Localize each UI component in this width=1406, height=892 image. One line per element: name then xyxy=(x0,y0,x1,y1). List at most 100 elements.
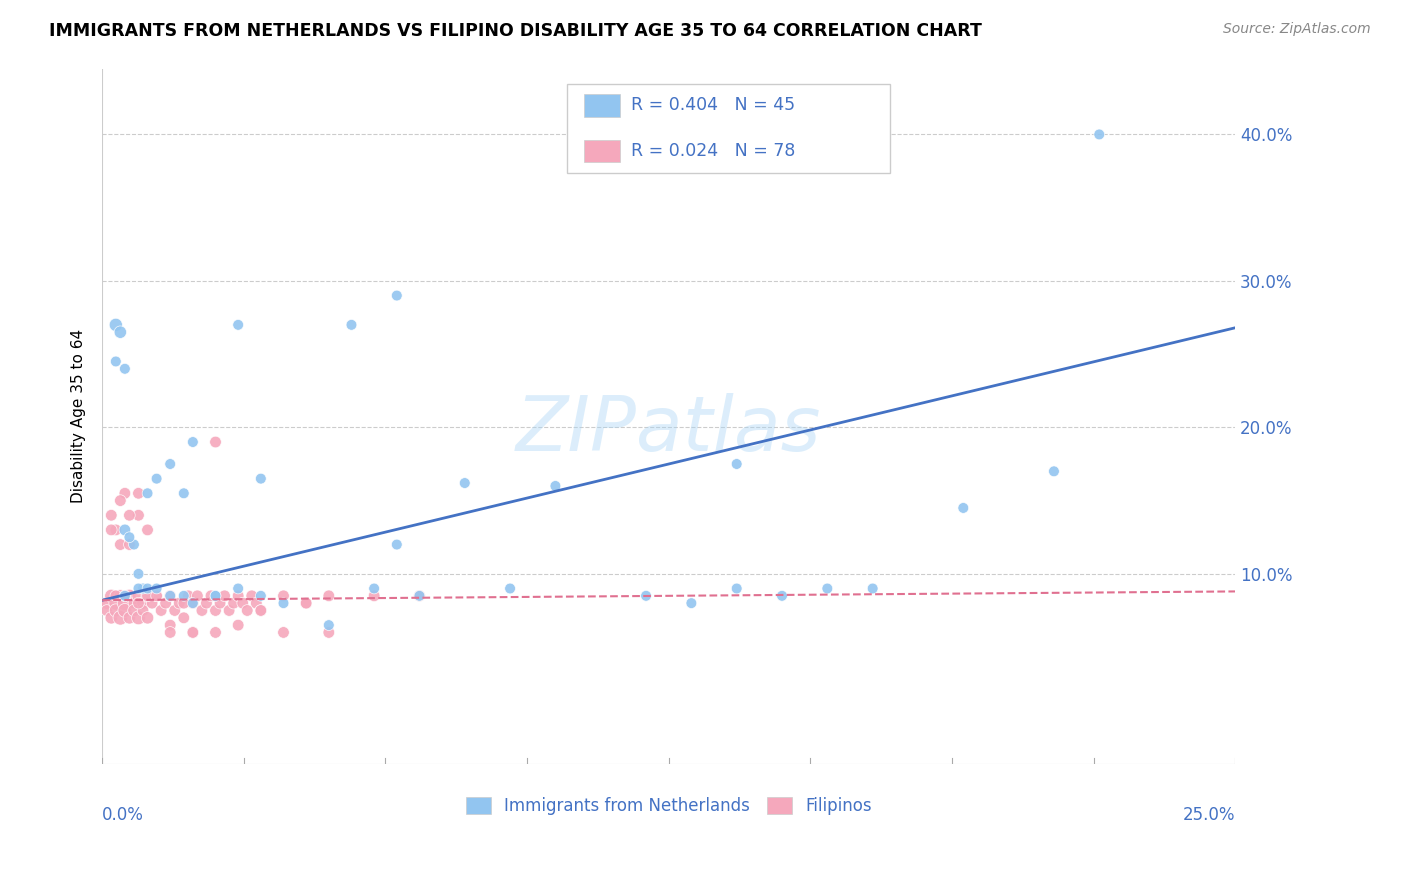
Y-axis label: Disability Age 35 to 64: Disability Age 35 to 64 xyxy=(72,329,86,503)
Point xyxy=(118,508,141,523)
Point xyxy=(191,603,214,617)
Point xyxy=(181,625,204,640)
Text: 0.0%: 0.0% xyxy=(103,806,143,824)
Point xyxy=(159,589,181,603)
Point xyxy=(222,596,245,610)
Point xyxy=(273,596,295,610)
Point xyxy=(104,523,127,537)
Point xyxy=(127,611,149,625)
Point xyxy=(127,582,149,596)
Point xyxy=(245,596,267,610)
Point xyxy=(1043,464,1066,478)
Point xyxy=(110,589,132,603)
Point xyxy=(209,596,232,610)
Point xyxy=(173,611,195,625)
Point xyxy=(250,589,273,603)
Point xyxy=(155,596,177,610)
Point xyxy=(132,603,155,617)
Point xyxy=(114,486,136,500)
Point xyxy=(204,589,226,603)
Point xyxy=(318,589,340,603)
Point xyxy=(1088,128,1111,142)
Point xyxy=(127,596,149,610)
Point xyxy=(110,537,132,551)
Point xyxy=(110,325,132,339)
Point xyxy=(363,582,385,596)
Point xyxy=(544,479,567,493)
Point xyxy=(96,596,118,610)
Text: ZIPatlas: ZIPatlas xyxy=(516,393,821,467)
Point xyxy=(204,589,226,603)
Point xyxy=(136,582,159,596)
Point xyxy=(110,493,132,508)
Point xyxy=(385,537,408,551)
Text: Source: ZipAtlas.com: Source: ZipAtlas.com xyxy=(1223,22,1371,37)
Point xyxy=(226,618,249,632)
Point xyxy=(385,288,408,302)
Point xyxy=(181,435,204,450)
Point xyxy=(226,318,249,332)
Point xyxy=(770,589,793,603)
Point xyxy=(136,589,159,603)
Point xyxy=(725,457,748,471)
Point xyxy=(634,589,657,603)
Point xyxy=(408,589,430,603)
Point xyxy=(114,596,136,610)
Point xyxy=(100,611,122,625)
Point xyxy=(226,582,249,596)
Point xyxy=(145,582,167,596)
Point xyxy=(145,472,167,486)
Point xyxy=(173,596,195,610)
Point xyxy=(340,318,363,332)
Point xyxy=(173,486,195,500)
Point xyxy=(159,589,181,603)
Point xyxy=(295,596,318,610)
Point xyxy=(815,582,838,596)
Point xyxy=(132,582,155,596)
Legend: Immigrants from Netherlands, Filipinos: Immigrants from Netherlands, Filipinos xyxy=(460,790,879,822)
Point xyxy=(454,476,477,491)
Point xyxy=(127,589,149,603)
Point xyxy=(96,603,118,617)
Point xyxy=(167,596,190,610)
Point xyxy=(104,589,127,603)
FancyBboxPatch shape xyxy=(583,140,620,162)
Point xyxy=(273,589,295,603)
Point xyxy=(145,589,167,603)
Point xyxy=(236,603,259,617)
Point xyxy=(163,603,186,617)
Point xyxy=(159,625,181,640)
Point xyxy=(862,582,884,596)
Point xyxy=(122,603,145,617)
Point xyxy=(114,589,136,603)
Point xyxy=(250,472,273,486)
Point xyxy=(240,589,263,603)
Point xyxy=(318,618,340,632)
Text: R = 0.024   N = 78: R = 0.024 N = 78 xyxy=(631,143,796,161)
Point xyxy=(214,589,236,603)
Point xyxy=(408,589,430,603)
Point xyxy=(681,596,703,610)
Point xyxy=(150,603,173,617)
Point xyxy=(100,508,122,523)
Point xyxy=(122,537,145,551)
FancyBboxPatch shape xyxy=(583,95,620,117)
Point xyxy=(218,603,240,617)
Point xyxy=(104,603,127,617)
Point xyxy=(200,589,222,603)
Point xyxy=(204,435,226,450)
Point xyxy=(114,603,136,617)
Point xyxy=(195,596,218,610)
Point xyxy=(136,611,159,625)
Point xyxy=(145,589,167,603)
Point xyxy=(181,596,204,610)
Point xyxy=(100,589,122,603)
Text: 25.0%: 25.0% xyxy=(1182,806,1236,824)
Point xyxy=(952,500,974,515)
Point xyxy=(250,603,273,617)
Point xyxy=(186,589,208,603)
Point xyxy=(181,625,204,640)
Point xyxy=(100,523,122,537)
Text: R = 0.404   N = 45: R = 0.404 N = 45 xyxy=(631,96,796,114)
Point xyxy=(136,486,159,500)
